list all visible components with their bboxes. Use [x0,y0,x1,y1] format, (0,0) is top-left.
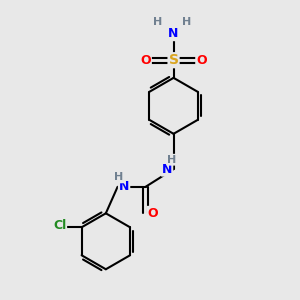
Text: O: O [148,207,158,220]
Text: H: H [115,172,124,182]
Text: H: H [153,17,162,27]
Text: N: N [162,163,172,176]
Text: Cl: Cl [53,219,66,232]
Text: N: N [168,27,179,40]
Text: O: O [196,54,207,67]
Text: N: N [119,180,129,193]
Text: S: S [169,53,178,67]
Text: O: O [140,54,151,67]
Text: H: H [182,17,191,27]
Text: H: H [167,155,177,165]
